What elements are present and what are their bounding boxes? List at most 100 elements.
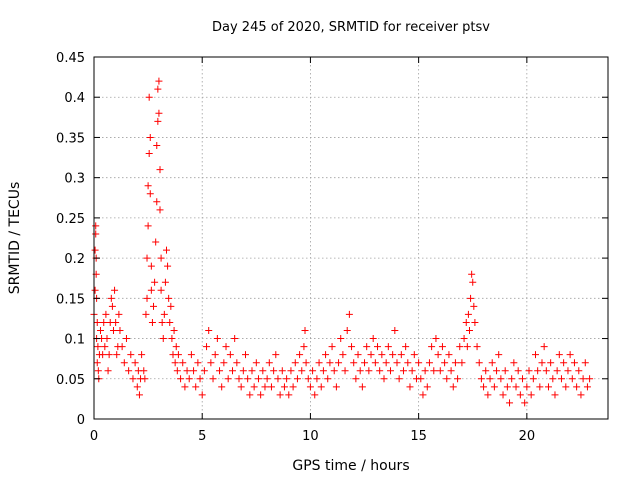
- data-point: [319, 367, 327, 375]
- data-point: [406, 383, 414, 391]
- data-point: [287, 367, 295, 375]
- data-point: [143, 254, 151, 262]
- data-point: [348, 343, 356, 351]
- data-point: [104, 367, 112, 375]
- data-point: [93, 359, 101, 367]
- data-point: [158, 318, 166, 326]
- data-point: [103, 335, 111, 343]
- data-point: [142, 310, 150, 318]
- data-point: [226, 351, 234, 359]
- data-point: [144, 182, 152, 190]
- data-point: [378, 351, 386, 359]
- data-point: [170, 327, 178, 335]
- data-point: [482, 367, 490, 375]
- y-tick-label: 0.25: [56, 212, 85, 227]
- data-point: [118, 343, 126, 351]
- data-point: [430, 367, 438, 375]
- data-point: [155, 77, 163, 85]
- data-point: [96, 327, 104, 335]
- data-point: [367, 351, 375, 359]
- data-point: [324, 375, 332, 383]
- data-point: [577, 391, 585, 399]
- data-point: [512, 383, 520, 391]
- data-point: [148, 318, 156, 326]
- data-point: [579, 375, 587, 383]
- data-point: [395, 375, 403, 383]
- data-point: [445, 351, 453, 359]
- data-point: [493, 367, 501, 375]
- data-point: [557, 375, 565, 383]
- data-point: [389, 351, 397, 359]
- x-tick-label: 15: [410, 429, 427, 444]
- data-point: [151, 278, 159, 286]
- data-point: [438, 343, 446, 351]
- data-point: [156, 166, 164, 174]
- data-point: [432, 335, 440, 343]
- data-point: [131, 359, 139, 367]
- data-point: [415, 359, 423, 367]
- data-point: [135, 391, 143, 399]
- data-point: [213, 335, 221, 343]
- data-point: [497, 375, 505, 383]
- data-point: [575, 367, 583, 375]
- x-tick-label: 5: [198, 429, 206, 444]
- data-point: [547, 359, 555, 367]
- data-point: [261, 383, 269, 391]
- data-point: [570, 359, 578, 367]
- data-point: [159, 335, 167, 343]
- data-point: [248, 367, 256, 375]
- data-point: [154, 85, 162, 93]
- data-point: [276, 391, 284, 399]
- data-point: [145, 150, 153, 158]
- data-point: [181, 383, 189, 391]
- data-point: [527, 391, 535, 399]
- data-point: [92, 230, 100, 238]
- data-point: [113, 351, 121, 359]
- data-point: [150, 302, 158, 310]
- data-point: [534, 367, 542, 375]
- data-point: [581, 359, 589, 367]
- data-point: [484, 391, 492, 399]
- data-point: [538, 359, 546, 367]
- data-point: [404, 359, 412, 367]
- data-point: [417, 375, 425, 383]
- data-point: [301, 327, 309, 335]
- y-tick-label: 0.4: [64, 91, 85, 106]
- data-point: [322, 351, 330, 359]
- plot-frame: [93, 56, 609, 420]
- data-point: [99, 351, 107, 359]
- data-point: [161, 278, 169, 286]
- data-point: [471, 318, 479, 326]
- data-point: [503, 383, 511, 391]
- y-tick-label: 0: [77, 413, 85, 428]
- data-point: [246, 391, 254, 399]
- data-point: [315, 359, 323, 367]
- data-point: [495, 351, 503, 359]
- data-point: [122, 335, 130, 343]
- data-point: [194, 359, 202, 367]
- data-point: [100, 318, 108, 326]
- data-point: [529, 375, 537, 383]
- data-point: [402, 343, 410, 351]
- data-point: [270, 367, 278, 375]
- data-point: [468, 270, 476, 278]
- data-point: [302, 359, 310, 367]
- data-point: [560, 359, 568, 367]
- data-point: [296, 351, 304, 359]
- data-point: [384, 343, 392, 351]
- data-point: [233, 359, 241, 367]
- data-point: [501, 367, 509, 375]
- data-point: [172, 343, 180, 351]
- data-point: [127, 351, 135, 359]
- data-point: [147, 286, 155, 294]
- x-tick-label: 0: [90, 429, 98, 444]
- data-point: [421, 367, 429, 375]
- data-point: [465, 327, 473, 335]
- data-point: [350, 359, 358, 367]
- data-point: [259, 367, 267, 375]
- data-point: [101, 343, 109, 351]
- data-point: [549, 375, 557, 383]
- data-point: [138, 351, 146, 359]
- y-tick-label: 0.1: [64, 333, 85, 348]
- chart-title: Day 245 of 2020, SRMTID for receiver pts…: [212, 20, 490, 35]
